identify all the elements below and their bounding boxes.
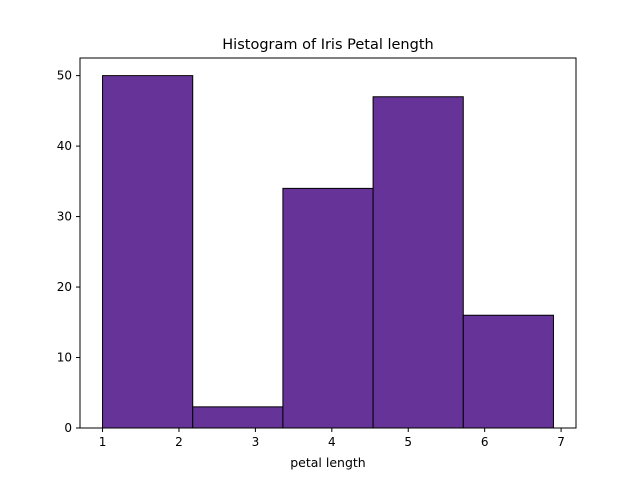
x-tick-label: 4 [328, 435, 336, 449]
histogram-bar-4 [462, 314, 554, 429]
x-tick-label: 5 [404, 435, 412, 449]
histogram-bar-1 [192, 406, 284, 429]
y-tick-label: 30 [57, 210, 72, 224]
y-tick-label: 50 [57, 69, 72, 83]
x-tick-label: 2 [175, 435, 183, 449]
y-tick-label: 10 [57, 351, 72, 365]
y-tick-label: 40 [57, 139, 72, 153]
y-tick-label: 0 [64, 421, 72, 435]
histogram-bar-0 [102, 75, 194, 429]
bars-group [102, 75, 554, 429]
x-tick-label: 1 [99, 435, 107, 449]
histogram-bar-3 [372, 96, 464, 429]
histogram-bar-2 [282, 187, 374, 429]
y-tick-label: 20 [57, 280, 72, 294]
x-axis-label: petal length [290, 455, 365, 470]
x-axis-ticks: 1 2 3 4 5 6 7 [99, 428, 565, 449]
axes-frame [79, 57, 577, 429]
chart-title: Histogram of Iris Petal length [222, 37, 433, 53]
y-axis-ticks: 0 10 20 30 40 50 [57, 69, 80, 435]
x-tick-label: 6 [481, 435, 489, 449]
x-tick-label: 7 [557, 435, 565, 449]
x-tick-label: 3 [252, 435, 260, 449]
